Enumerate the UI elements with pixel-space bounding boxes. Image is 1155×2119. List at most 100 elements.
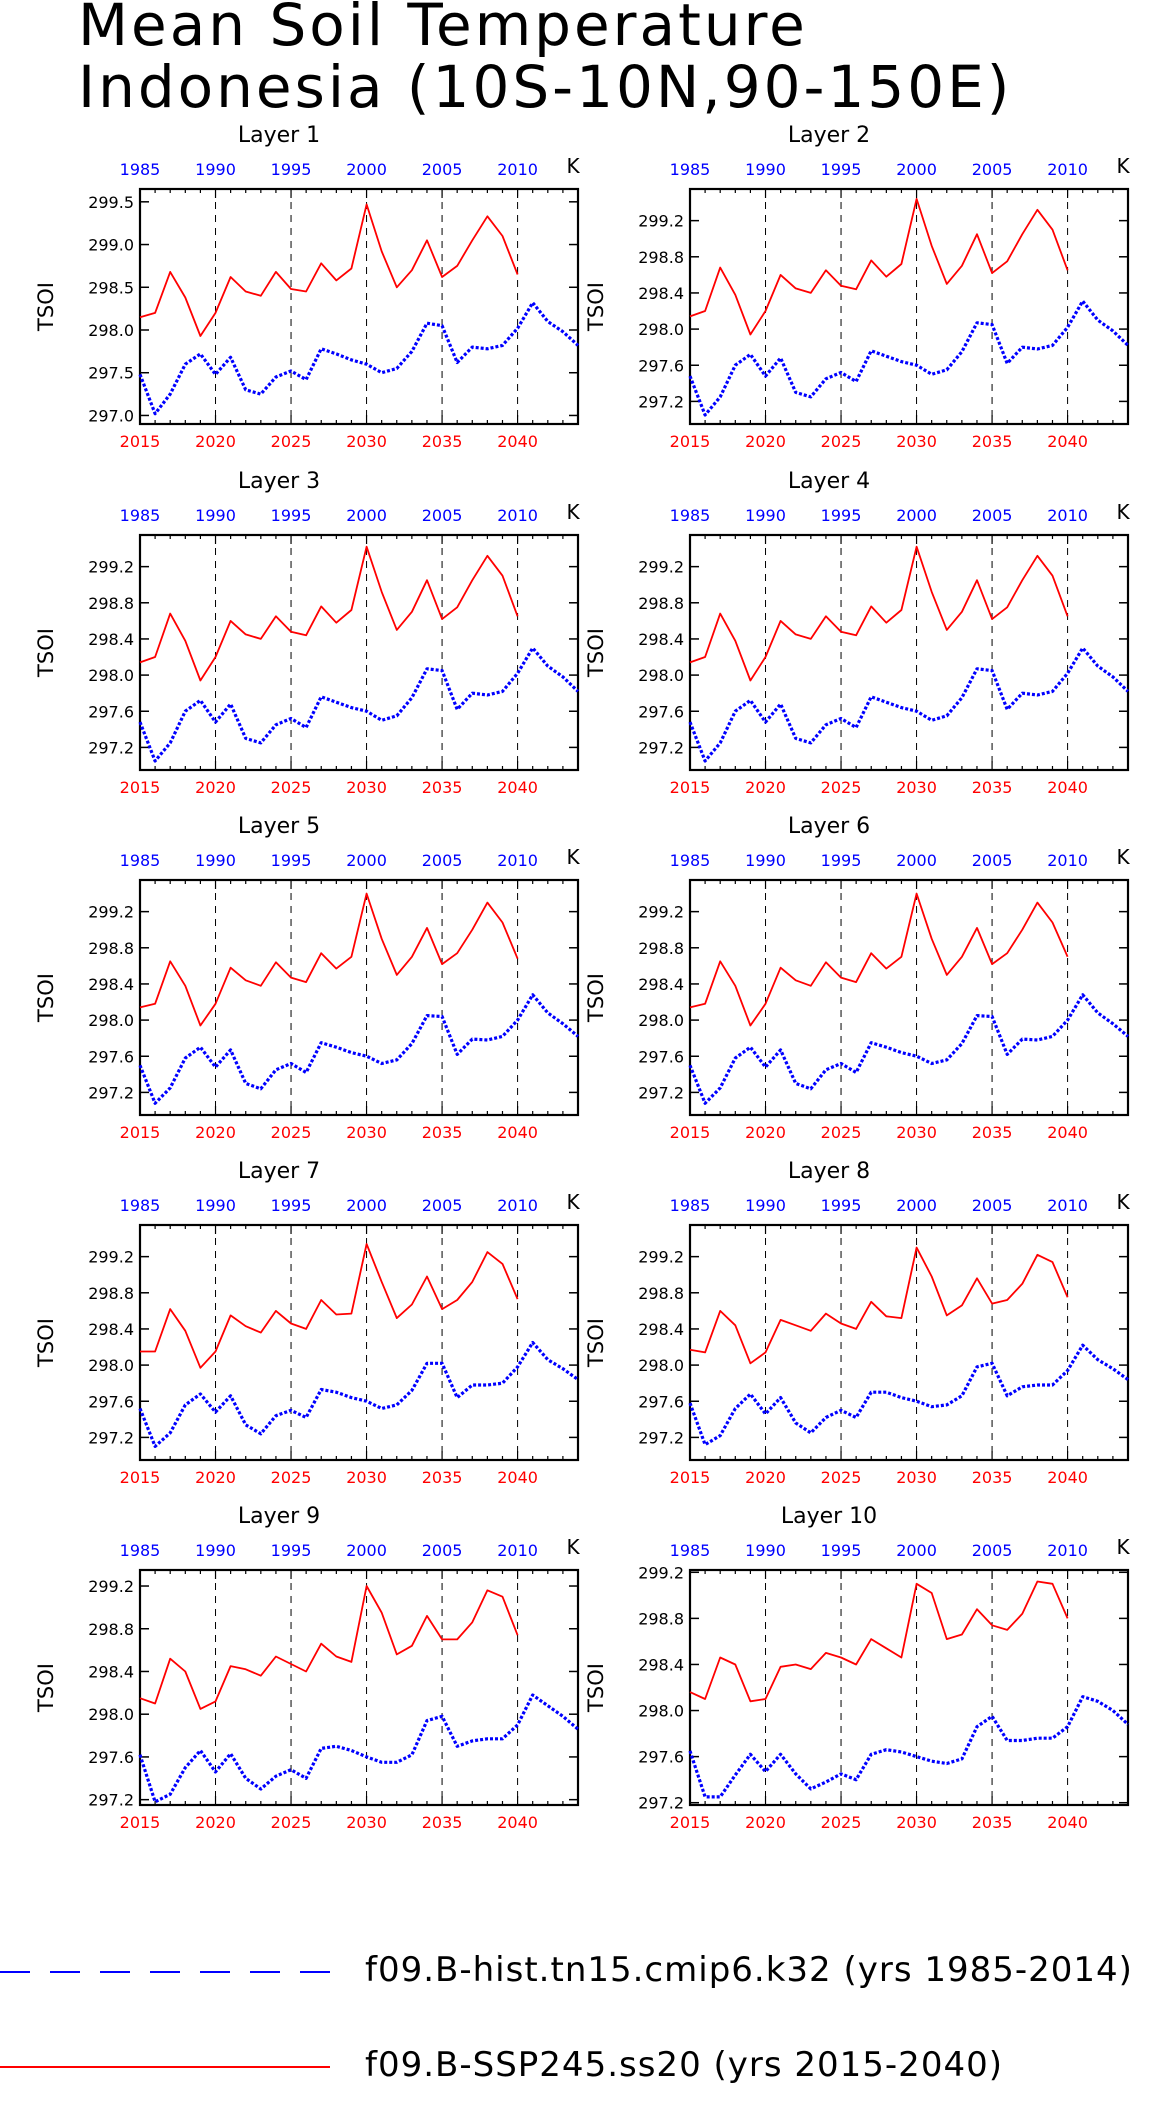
x-tick-label-top: 2010 [1047, 160, 1088, 179]
x-tick-label-bottom: 2040 [497, 1813, 538, 1832]
x-tick-label-top: 2010 [497, 851, 538, 870]
series-line-ssp [139, 892, 519, 1027]
x-tick-label-top: 1990 [745, 1541, 786, 1560]
x-tick-label-bottom: 2020 [745, 778, 786, 797]
x-tick-label-bottom: 2035 [972, 1123, 1013, 1142]
y-axis-label: TSOI [584, 282, 608, 332]
x-tick-label-top: 1985 [120, 1541, 161, 1560]
series-line-ssp [140, 1243, 519, 1369]
x-tick-label-top: 1995 [271, 1196, 312, 1215]
y-axis-label: TSOI [34, 1663, 58, 1713]
panel-title: Layer 6 [788, 814, 870, 839]
x-tick-label-top: 1985 [670, 506, 711, 525]
x-tick-label-bottom: 2030 [896, 778, 937, 797]
x-tick-label-top: 2010 [1047, 1541, 1088, 1560]
y-tick-label: 299.2 [88, 1248, 134, 1267]
y-tick-label: 297.6 [88, 1748, 134, 1767]
x-tick-label-top: 1995 [271, 506, 312, 525]
plot-frame [138, 878, 580, 1117]
x-tick-label-bottom: 2040 [497, 778, 538, 797]
x-tick-label-bottom: 2020 [195, 1813, 236, 1832]
y-tick-label: 297.6 [88, 1392, 134, 1411]
units-label: K [1116, 1190, 1130, 1214]
panel-5: Layer 5 K TSOI 297.2 297.6 298.0 298.4 298.8 299… [34, 814, 580, 1142]
x-tick-label-top: 2005 [972, 851, 1013, 870]
x-tick-label-bottom: 2040 [1047, 778, 1088, 797]
x-tick-label-bottom: 2030 [346, 432, 387, 451]
title-line-2: Indonesia (10S-10N,90-150E) [78, 53, 1013, 121]
y-tick-label: 298.8 [88, 1620, 134, 1639]
x-tick-label-bottom: 2020 [745, 1813, 786, 1832]
x-tick-label-top: 2000 [896, 1541, 937, 1560]
y-tick-label: 297.0 [88, 406, 134, 425]
y-tick-label: 298.8 [638, 1284, 684, 1303]
x-tick-label-bottom: 2035 [422, 1813, 463, 1832]
panel-3: Layer 3 K TSOI 297.2 297.6 298.0 298.4 298.8 299… [34, 469, 580, 797]
y-tick-label: 298.8 [638, 1609, 684, 1628]
y-axis-label: TSOI [584, 973, 608, 1023]
x-tick-label-bottom: 2040 [1047, 432, 1088, 451]
y-tick-label: 298.4 [638, 975, 684, 994]
x-tick-label-bottom: 2025 [271, 1813, 312, 1832]
units-label: K [1116, 154, 1130, 178]
panel-title: Layer 2 [788, 123, 870, 148]
y-axis-label: TSOI [584, 1318, 608, 1368]
x-tick-label-bottom: 2035 [422, 1123, 463, 1142]
x-tick-label-bottom: 2015 [120, 1813, 161, 1832]
x-tick-label-top: 2000 [896, 160, 937, 179]
x-tick-label-top: 2010 [497, 1541, 538, 1560]
x-tick-label-top: 2000 [896, 851, 937, 870]
x-tick-label-top: 1990 [745, 1196, 786, 1215]
x-tick-label-bottom: 2040 [1047, 1123, 1088, 1142]
y-tick-label: 297.6 [88, 702, 134, 721]
panel-title: Layer 9 [238, 1504, 320, 1529]
x-tick-label-bottom: 2020 [195, 432, 236, 451]
panel-title: Layer 5 [238, 814, 320, 839]
series-line-hist [138, 301, 580, 416]
x-tick-label-bottom: 2015 [120, 432, 161, 451]
y-tick-label: 298.4 [88, 1662, 134, 1681]
x-tick-label-top: 1985 [120, 506, 161, 525]
x-tick-label-bottom: 2015 [670, 1123, 711, 1142]
x-tick-label-top: 2000 [346, 1541, 387, 1560]
series-line-ssp [689, 545, 1069, 682]
units-label: K [566, 1535, 580, 1559]
panel-title: Layer 3 [238, 469, 320, 494]
units-label: K [566, 500, 580, 524]
x-tick-label-bottom: 2035 [972, 432, 1013, 451]
x-tick-label-top: 2005 [972, 1196, 1013, 1215]
x-tick-label-top: 2000 [896, 1196, 937, 1215]
y-tick-label: 298.0 [88, 1011, 134, 1030]
series-line-hist [138, 1693, 580, 1804]
y-tick-label: 298.0 [638, 1011, 684, 1030]
units-label: K [566, 1190, 580, 1214]
x-tick-label-top: 1990 [195, 160, 236, 179]
y-tick-label: 299.2 [638, 1248, 684, 1267]
series-line-ssp [689, 892, 1069, 1027]
legend-item-hist: f09.B-hist.tn15.cmip6.k32 (yrs 1985-2014… [0, 1940, 1155, 2000]
plot-frame [138, 533, 580, 772]
y-tick-label: 297.2 [638, 1083, 684, 1102]
plot-frame [138, 1223, 580, 1462]
x-tick-label-top: 2005 [422, 1196, 463, 1215]
y-tick-label: 298.8 [638, 939, 684, 958]
panel-7: Layer 7 K TSOI 297.2 297.6 298.0 298.4 298.8 299… [34, 1159, 580, 1487]
x-tick-label-bottom: 2025 [271, 1468, 312, 1487]
panel-1: Layer 1 K TSOI 297.0 297.5 298.0 298.5 299.0 299… [34, 123, 580, 451]
y-tick-label: 298.8 [638, 248, 684, 267]
y-tick-label: 299.2 [88, 903, 134, 922]
x-tick-label-top: 1995 [271, 851, 312, 870]
x-tick-label-top: 2005 [422, 1541, 463, 1560]
x-tick-label-bottom: 2020 [745, 432, 786, 451]
y-tick-label: 298.4 [638, 284, 684, 303]
y-tick-label: 298.4 [638, 1655, 684, 1674]
x-tick-label-bottom: 2015 [120, 778, 161, 797]
x-tick-label-top: 1990 [195, 1196, 236, 1215]
series-line-hist [138, 1340, 579, 1449]
title-line-1: Mean Soil Temperature [78, 0, 808, 59]
y-tick-label: 298.0 [88, 666, 134, 685]
y-tick-label: 298.4 [638, 1320, 684, 1339]
x-tick-label-top: 1985 [120, 160, 161, 179]
series-line-ssp [689, 1246, 1069, 1365]
x-tick-label-bottom: 2030 [346, 778, 387, 797]
